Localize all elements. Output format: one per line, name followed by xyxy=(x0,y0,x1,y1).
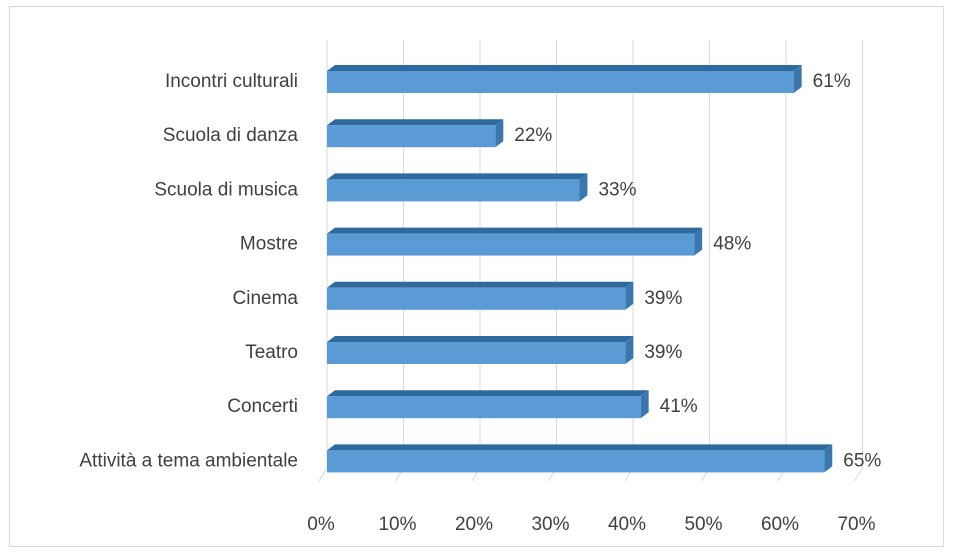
bar xyxy=(327,65,802,93)
bar-front-face xyxy=(327,342,626,364)
x-tick-label: 70% xyxy=(837,514,875,535)
category-label: Concerti xyxy=(227,396,298,417)
bar-top-face xyxy=(327,173,588,180)
bar-side-face xyxy=(824,444,833,473)
bar-side-face xyxy=(625,281,634,310)
x-tick-label: 20% xyxy=(455,514,493,535)
bar-side-face xyxy=(640,390,649,419)
bar-side-face xyxy=(495,119,504,148)
bar-front-face xyxy=(327,71,794,93)
data-label: 41% xyxy=(660,396,698,417)
x-tick-label: 0% xyxy=(307,514,335,535)
bars xyxy=(327,65,833,473)
data-label: 39% xyxy=(644,288,682,309)
bar-front-face xyxy=(327,396,641,419)
bar-top-face xyxy=(327,227,703,234)
bar-top-face xyxy=(327,390,649,397)
x-tick-label: 30% xyxy=(531,514,569,535)
category-label: Attività a tema ambientale xyxy=(79,450,298,471)
x-tick-label: 60% xyxy=(761,514,799,535)
gridline-floor xyxy=(318,467,328,482)
bar-top-face xyxy=(327,281,634,288)
data-label: 22% xyxy=(514,125,552,146)
bar xyxy=(327,227,703,256)
category-label: Incontri culturali xyxy=(165,71,298,92)
data-label: 39% xyxy=(644,342,682,363)
bar-side-face xyxy=(793,65,802,93)
category-label: Teatro xyxy=(245,342,298,363)
bar xyxy=(327,390,649,419)
category-label: Cinema xyxy=(233,288,299,309)
bar-top-face xyxy=(327,119,504,126)
category-label: Mostre xyxy=(240,234,298,255)
data-label: 48% xyxy=(713,234,751,255)
category-labels: Incontri culturali Scuola di danza Scuola … xyxy=(79,71,298,471)
bar xyxy=(327,119,504,148)
bar-front-face xyxy=(327,450,825,473)
category-label: Scuola di danza xyxy=(163,125,299,146)
data-labels: 61% 22% 33% 48% 39% 39% 41% 65% xyxy=(514,71,881,471)
data-label: 33% xyxy=(598,179,636,200)
bar-top-face xyxy=(327,444,833,451)
bar-front-face xyxy=(327,287,626,310)
data-label: 65% xyxy=(843,450,881,471)
bar xyxy=(327,444,833,473)
x-axis-ticks: 0% 10% 20% 30% 40% 50% 60% 70% xyxy=(307,514,875,535)
bar-front-face xyxy=(327,233,695,256)
category-label: Scuola di musica xyxy=(154,179,298,200)
bar xyxy=(327,336,634,364)
data-label: 61% xyxy=(813,71,851,92)
bar-top-face xyxy=(327,65,802,71)
bar-front-face xyxy=(327,179,580,202)
bar-front-face xyxy=(327,125,496,148)
x-tick-label: 50% xyxy=(684,514,722,535)
gridline-floor xyxy=(854,467,863,482)
bar-side-face xyxy=(579,173,588,202)
x-tick-label: 10% xyxy=(378,514,416,535)
bar xyxy=(327,281,634,310)
x-tick-label: 40% xyxy=(608,514,646,535)
bar-side-face xyxy=(694,227,703,256)
bar-top-face xyxy=(327,336,634,342)
bar xyxy=(327,173,588,202)
bar-side-face xyxy=(625,336,634,364)
